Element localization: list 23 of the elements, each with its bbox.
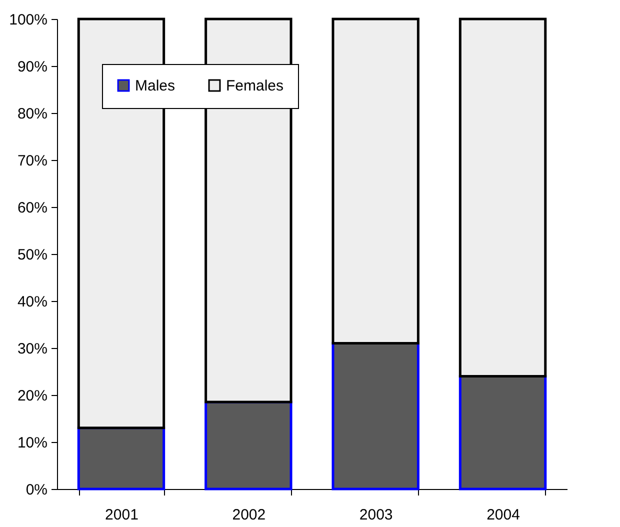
- bar: [332, 18, 420, 345]
- y-tick-label: 70%: [17, 152, 48, 170]
- bar: [77, 426, 166, 490]
- y-tick-label: 90%: [17, 58, 48, 76]
- y-tick-label: 80%: [17, 106, 48, 122]
- x-tick-label: 2004: [486, 506, 520, 524]
- x-tick-label: 2001: [105, 506, 138, 524]
- y-tick-label: 40%: [17, 294, 48, 310]
- bar: [458, 374, 547, 490]
- bar: [204, 400, 292, 490]
- y-tick-label: 0%: [26, 482, 48, 498]
- y-tick-label: 10%: [17, 434, 48, 452]
- bar: [458, 18, 547, 378]
- y-tick-label: 60%: [17, 200, 48, 216]
- x-tick-label: 2003: [359, 506, 393, 524]
- x-tick-label: 2002: [232, 506, 266, 524]
- legend-label: Females: [226, 78, 284, 95]
- y-tick-label: 50%: [17, 246, 48, 264]
- bar: [332, 342, 420, 490]
- y-tick-label: 30%: [17, 340, 48, 358]
- y-tick-label: 20%: [17, 388, 48, 404]
- y-tick-label: 100%: [9, 12, 48, 28]
- legend-label: Males: [135, 78, 176, 95]
